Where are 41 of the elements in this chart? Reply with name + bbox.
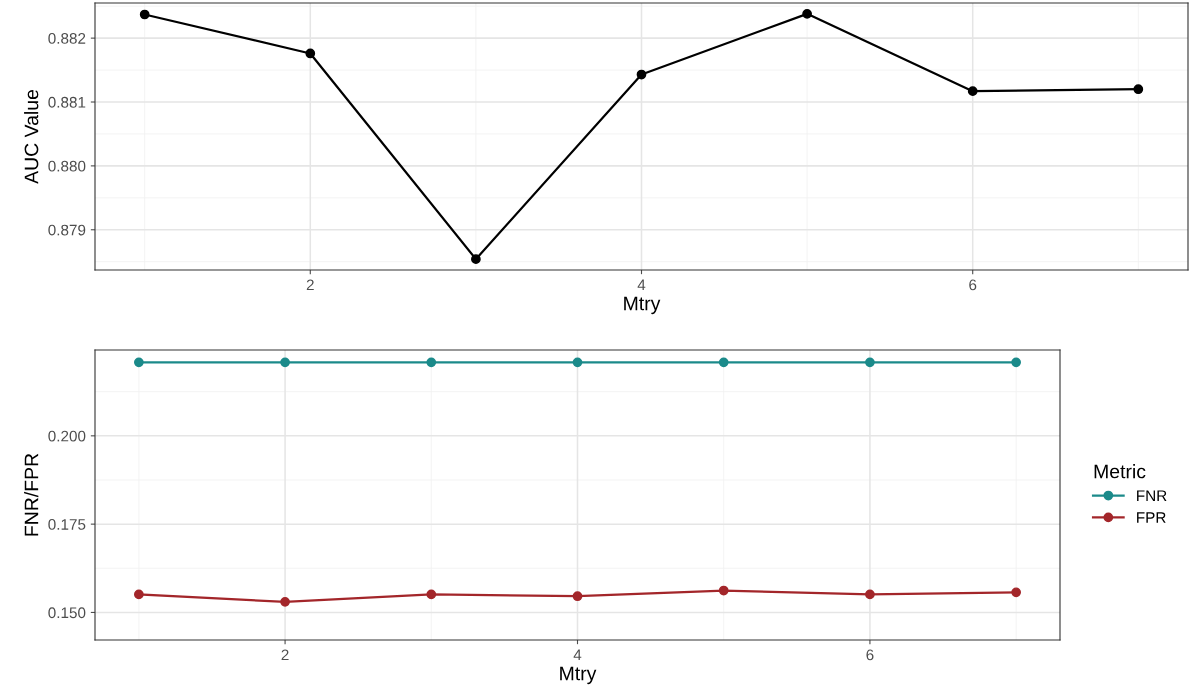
legend-label: FNR <box>1137 490 1167 501</box>
y-axis-title: FNR/FPR <box>24 453 39 536</box>
x-tick-label: 2 <box>281 649 289 661</box>
y-tick-label: 0.200 <box>48 430 86 442</box>
point <box>471 254 481 265</box>
y-tick-label: 0.150 <box>48 607 86 619</box>
legend-label: FPR <box>1137 512 1166 523</box>
point <box>636 69 647 80</box>
x-tick-label: 6 <box>866 649 874 661</box>
point <box>305 48 316 59</box>
y-tick-label: 0.881 <box>48 96 86 108</box>
point <box>865 357 875 368</box>
point <box>718 585 729 596</box>
x-tick-label: 6 <box>969 279 977 291</box>
point <box>1011 357 1021 368</box>
point <box>134 357 144 368</box>
x-axis-title: Mtry <box>560 666 597 685</box>
point <box>139 9 150 20</box>
point <box>572 591 583 602</box>
point <box>134 589 144 600</box>
y-axis-title: AUC Value <box>24 89 39 184</box>
point <box>802 8 812 19</box>
point <box>967 86 978 97</box>
point <box>1011 587 1021 598</box>
y-tick-label: 0.879 <box>48 224 86 236</box>
point <box>1133 84 1144 95</box>
point <box>572 357 583 368</box>
x-tick-label: 4 <box>573 649 582 661</box>
y-tick-label: 0.882 <box>48 33 86 44</box>
point <box>426 589 437 600</box>
y-tick-label: 0.880 <box>48 160 86 172</box>
point <box>280 357 290 368</box>
legend-title: Metric <box>1094 464 1146 479</box>
point <box>426 357 437 368</box>
point <box>718 357 729 368</box>
x-tick-label: 2 <box>306 279 314 291</box>
point <box>280 596 290 607</box>
point <box>865 589 875 600</box>
y-tick-label: 0.175 <box>48 519 86 530</box>
x-axis-title: Mtry <box>624 296 661 315</box>
x-tick-label: 4 <box>637 279 646 291</box>
